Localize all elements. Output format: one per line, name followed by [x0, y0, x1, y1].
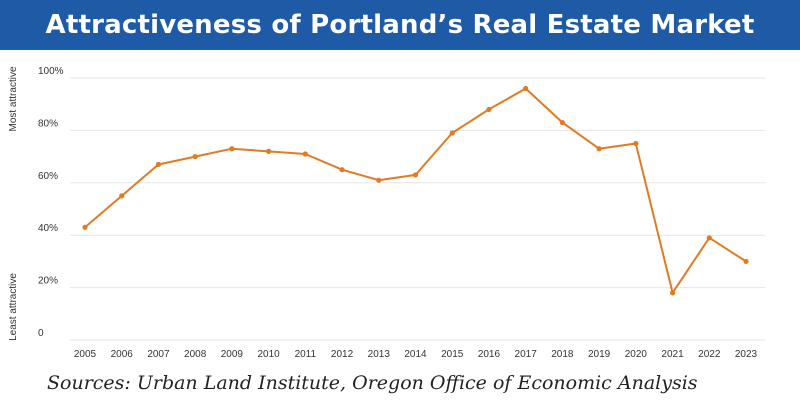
y-tick-label: 40%	[38, 223, 58, 234]
x-tick-label: 2007	[147, 349, 170, 360]
x-tick-label: 2017	[515, 349, 538, 360]
data-points	[82, 85, 749, 296]
y-label-least-attractive: Least attractive	[8, 273, 19, 341]
x-tick-label: 2013	[368, 349, 391, 360]
data-point	[155, 161, 162, 168]
x-tick-label: 2005	[74, 349, 97, 360]
data-point	[266, 148, 272, 154]
x-tick-labels: 2005 2006 2007 2008 2009 2010 2011 2012 2013 2014…	[74, 349, 758, 360]
data-point	[376, 177, 382, 183]
series-line	[84, 87, 747, 294]
data-point	[523, 85, 529, 92]
x-tick-label: 2010	[257, 349, 280, 360]
x-tick-label: 2019	[588, 349, 611, 360]
x-tick-label: 2021	[661, 349, 684, 360]
chart-title: Attractiveness of Portland’s Real Estate…	[45, 10, 755, 40]
y-label-most-attractive: Most attractive	[8, 66, 19, 131]
data-point	[229, 146, 235, 152]
data-point	[449, 130, 455, 136]
x-tick-label: 2012	[331, 349, 354, 360]
x-tick-label: 2020	[625, 349, 648, 360]
data-point	[559, 119, 565, 126]
x-tick-label: 2015	[441, 349, 464, 360]
x-tick-label: 2022	[698, 349, 721, 360]
data-point	[412, 172, 419, 178]
data-point	[192, 154, 198, 160]
x-tick-label: 2011	[295, 349, 317, 360]
data-point	[743, 258, 749, 264]
x-tick-label: 2014	[404, 349, 427, 360]
x-tick-label: 2023	[735, 349, 758, 360]
y-tick-label: 100%	[38, 66, 64, 77]
data-point	[706, 235, 712, 241]
y-tick-label: 80%	[38, 118, 58, 129]
x-tick-label: 2008	[184, 349, 207, 360]
x-tick-label: 2016	[478, 349, 501, 360]
y-tick-label: 20%	[38, 276, 58, 287]
y-tick-label: 0	[38, 328, 44, 339]
title-bar: Attractiveness of Portland’s Real Estate…	[0, 0, 800, 50]
data-point	[119, 193, 125, 199]
data-point	[339, 167, 345, 173]
x-tick-label: 2009	[221, 349, 244, 360]
data-point	[486, 106, 492, 113]
source-note: Sources: Urban Land Institute, Oregon Of…	[47, 372, 698, 394]
data-point	[596, 146, 602, 152]
grid-lines	[70, 77, 765, 341]
data-point	[302, 151, 308, 157]
data-point	[633, 140, 639, 147]
data-point	[82, 224, 88, 230]
y-tick-labels: 0 20% 40% 60% 80% 100%	[38, 66, 64, 339]
data-point	[669, 290, 676, 296]
x-tick-label: 2018	[551, 349, 574, 360]
y-tick-label: 60%	[38, 171, 58, 182]
x-tick-label: 2006	[111, 349, 134, 360]
line-chart: 020%40%60%80%100% 2005 2006 2007 2008 2009 20…	[8, 66, 765, 360]
